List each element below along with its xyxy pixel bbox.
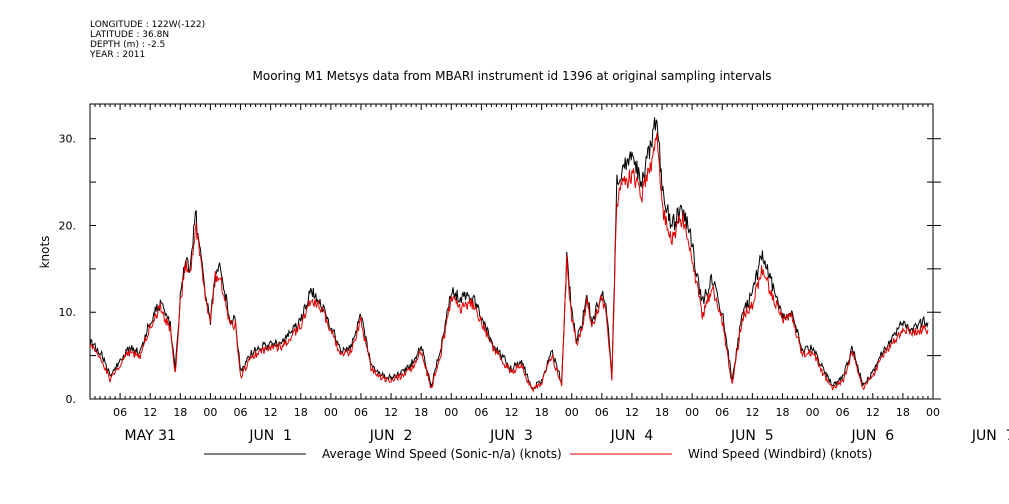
y-axis-label: knots: [38, 236, 52, 269]
x-tick-label: 18: [414, 406, 428, 419]
x-tick-label: 12: [505, 406, 519, 419]
x-tick-label: 12: [264, 406, 278, 419]
x-tick-label: 12: [745, 406, 759, 419]
x-tick-label: 18: [535, 406, 549, 419]
axis-ticks: 06 12 18 00 06 12 18 00 06 12 18 00 06 12 18 00 06 12 18 00…: [59, 104, 1009, 444]
x-tick-label: 00: [806, 406, 820, 419]
year-text: YEAR : 2011: [90, 50, 146, 60]
x-tick-label: 00: [565, 406, 579, 419]
metadata-block: LONGITUDE : 122W(-122) LATITUDE : 36.8N …: [90, 20, 205, 60]
y-tick-label: 20.: [59, 219, 77, 232]
x-tick-label: 00: [203, 406, 217, 419]
x-tick-label: 06: [113, 406, 127, 419]
chart-title: Mooring M1 Metsys data from MBARI instru…: [253, 69, 772, 83]
x-tick-label: 06: [234, 406, 248, 419]
x-tick-label: 06: [715, 406, 729, 419]
x-date-label: JUN 2: [369, 428, 413, 444]
legend-label-windbird: Wind Speed (Windbird) (knots): [688, 447, 872, 461]
x-tick-label: 00: [324, 406, 338, 419]
y-tick-label: 0.: [66, 393, 77, 406]
x-tick-label: 12: [143, 406, 157, 419]
x-date-label: JUN 1: [248, 428, 292, 444]
x-tick-label: 18: [173, 406, 187, 419]
x-tick-label: 12: [625, 406, 639, 419]
x-tick-label: 00: [444, 406, 458, 419]
x-tick-label: 18: [775, 406, 789, 419]
y-tick-label: 30.: [59, 133, 77, 146]
x-date-label: JUN 3: [489, 428, 533, 444]
legend-label-average: Average Wind Speed (Sonic-n/a) (knots): [322, 447, 562, 461]
x-tick-label: 06: [595, 406, 609, 419]
x-tick-label: 06: [474, 406, 488, 419]
x-tick-label: 00: [685, 406, 699, 419]
x-tick-label: 18: [655, 406, 669, 419]
x-tick-label: 12: [866, 406, 880, 419]
x-date-label: JUN 6: [850, 428, 894, 444]
x-tick-label: 00: [926, 406, 940, 419]
x-tick-label: 06: [354, 406, 368, 419]
x-tick-label: 06: [836, 406, 850, 419]
series-line-average-wind-speed: [89, 117, 929, 391]
series-line-windbird-wind-speed: [89, 132, 929, 394]
x-tick-label: 18: [896, 406, 910, 419]
x-date-label: JUN 7: [971, 428, 1009, 444]
y-tick-label: 10.: [59, 306, 77, 319]
latitude-text: LATITUDE : 36.8N: [90, 30, 170, 40]
x-date-label: JUN 4: [610, 428, 654, 444]
longitude-text: LONGITUDE : 122W(-122): [90, 20, 206, 30]
depth-text: DEPTH (m) : -2.5: [90, 40, 166, 50]
x-tick-label: 18: [294, 406, 308, 419]
legend: Average Wind Speed (Sonic-n/a) (knots) Wi…: [204, 447, 872, 461]
series-layer: [89, 117, 929, 394]
x-date-label: MAY 31: [125, 428, 176, 444]
x-date-label: JUN 5: [730, 428, 774, 444]
x-tick-label: 12: [384, 406, 398, 419]
